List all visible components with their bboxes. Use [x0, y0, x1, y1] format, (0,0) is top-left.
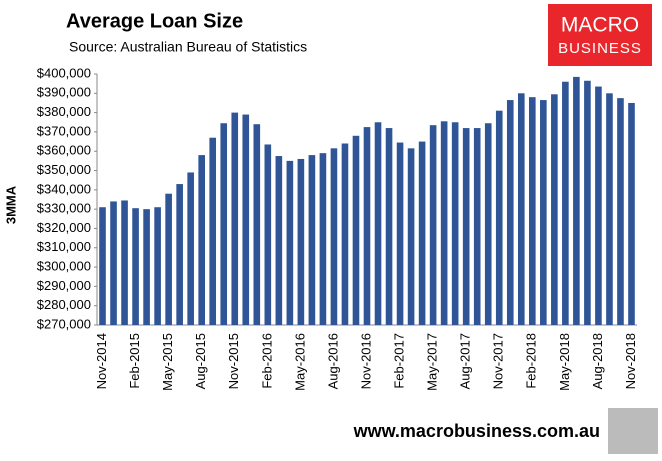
y-tick-label: $340,000: [37, 181, 91, 196]
wolf-icon: [608, 408, 658, 454]
y-tick-label: $270,000: [37, 316, 91, 331]
bar: [143, 209, 150, 325]
bar: [473, 128, 481, 325]
y-tick-label: $380,000: [37, 104, 91, 119]
bar: [176, 184, 183, 325]
x-tick-label: Aug-2015: [193, 333, 208, 389]
x-tick-label: Nov-2018: [623, 333, 638, 389]
y-tick-label: $290,000: [37, 278, 91, 293]
x-tick-label: Feb-2016: [259, 333, 274, 389]
y-tick-label: $390,000: [37, 85, 91, 100]
chart-subtitle: Source: Australian Bureau of Statistics: [69, 39, 307, 55]
bar: [551, 94, 558, 326]
bar: [220, 123, 228, 325]
bar: [385, 128, 393, 325]
x-tick-label: Nov-2016: [358, 333, 373, 389]
logo-box: [548, 4, 652, 66]
bar: [606, 93, 613, 325]
bar: [341, 143, 349, 325]
y-axis-label: 3MMA: [3, 185, 18, 224]
bar: [506, 100, 514, 325]
y-tick-label: $400,000: [37, 65, 91, 80]
bar: [187, 172, 194, 325]
y-tick-label: $370,000: [37, 123, 91, 138]
bar: [297, 158, 305, 325]
bar: [308, 155, 316, 325]
bar: [209, 137, 217, 325]
y-tick-label: $310,000: [37, 239, 91, 254]
chart-title: Average Loan Size: [66, 10, 243, 32]
bar: [242, 114, 250, 326]
bar: [418, 141, 426, 325]
logo-text: MACRO: [561, 14, 639, 37]
bar: [529, 97, 536, 326]
bar: [396, 142, 404, 325]
x-tick-label: Nov-2017: [491, 333, 506, 389]
y-tick-label: $300,000: [37, 259, 91, 274]
y-tick-label: $330,000: [37, 201, 91, 216]
bar: [595, 86, 602, 325]
bar: [165, 193, 172, 325]
bar: [562, 81, 569, 325]
x-tick-label: Nov-2014: [94, 333, 109, 389]
bar: [121, 200, 128, 325]
y-tick-label: $360,000: [37, 143, 91, 158]
y-tick-label: $320,000: [37, 220, 91, 235]
bar: [264, 144, 272, 325]
x-tick-label: Aug-2018: [590, 333, 605, 389]
bar: [484, 123, 492, 325]
x-tick-label: May-2017: [425, 333, 440, 391]
bar: [495, 110, 503, 325]
bar: [231, 112, 239, 325]
bar: [363, 127, 371, 325]
bar: [198, 155, 205, 325]
x-tick-label: Feb-2017: [391, 333, 406, 389]
bar: [540, 100, 547, 325]
bar: [407, 148, 415, 325]
footer-url: www.macrobusiness.com.au: [353, 421, 600, 441]
bar: [286, 160, 294, 325]
x-tick-label: Feb-2018: [524, 333, 539, 389]
x-tick-label: Aug-2017: [458, 333, 473, 389]
bar: [573, 76, 580, 326]
bar: [584, 80, 591, 325]
bar: [451, 122, 459, 326]
y-tick-label: $280,000: [37, 297, 91, 312]
bar: [440, 121, 448, 325]
bar: [154, 207, 161, 325]
bar: [319, 153, 327, 325]
x-tick-label: Nov-2015: [226, 333, 241, 389]
bar: [110, 201, 117, 325]
bar: [132, 208, 139, 325]
bar: [628, 102, 635, 325]
x-tick-label: May-2018: [557, 333, 572, 391]
x-tick-label: May-2016: [292, 333, 307, 391]
y-tick-label: $350,000: [37, 162, 91, 177]
x-tick-label: May-2015: [160, 333, 175, 391]
bar: [352, 135, 360, 325]
x-tick-label: Aug-2016: [325, 333, 340, 389]
bar: [429, 125, 437, 326]
x-tick-label: Feb-2015: [127, 333, 142, 389]
logo-text: BUSINESS: [558, 40, 642, 57]
bar: [330, 148, 338, 325]
bar: [617, 98, 624, 325]
bar: [462, 128, 470, 325]
bar: [275, 156, 283, 325]
bar: [517, 93, 525, 325]
bar: [99, 207, 106, 325]
bar: [374, 122, 382, 326]
bar: [253, 124, 261, 325]
